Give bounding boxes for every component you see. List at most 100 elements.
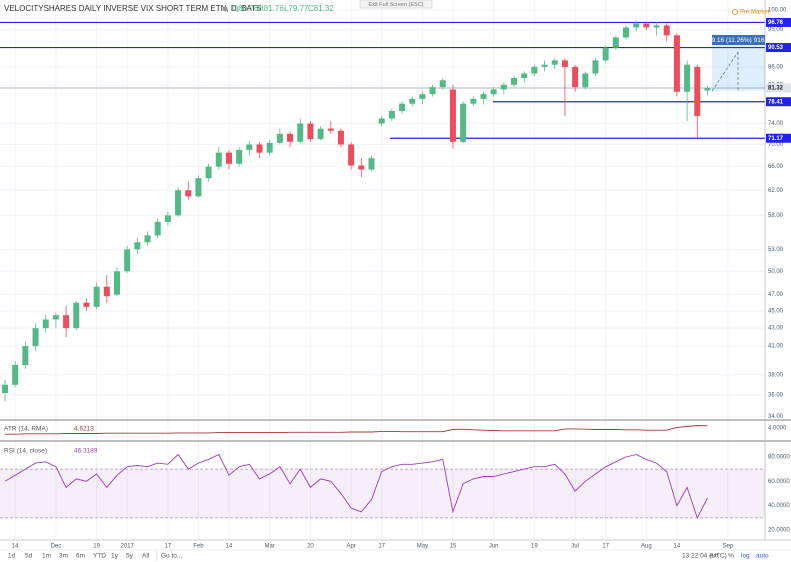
candle-body [612, 37, 619, 48]
range-button[interactable]: YTD [93, 553, 106, 560]
x-tick-label: 17 [165, 544, 172, 550]
candle-body [460, 103, 467, 142]
candle-body [225, 152, 232, 164]
candle-body [673, 35, 680, 92]
range-button[interactable]: 3m [59, 553, 68, 560]
candle-body [663, 25, 670, 36]
y-tick-label: 40.0000 [768, 503, 790, 509]
y-tick-label: 38.00 [768, 372, 784, 378]
range-button[interactable]: 5d [25, 553, 33, 560]
y-tick-label: 34.00 [768, 414, 784, 420]
plot-layer: 100.0095.0086.0082.0074.0070.0066.0062.0… [0, 0, 790, 550]
range-button[interactable]: All [142, 553, 150, 560]
candle-body [694, 66, 701, 116]
candle-body [164, 215, 171, 222]
y-tick-label: 58.00 [768, 213, 784, 219]
atr-last: 4.6213 [74, 426, 94, 433]
rsi-band [0, 469, 765, 518]
y-tick-label: 45.00 [768, 309, 784, 315]
toggle-button[interactable]: ext [710, 553, 719, 560]
x-tick-label: Sep [722, 544, 733, 550]
x-tick-label: 14 [12, 544, 19, 550]
rsi-last: 46.3189 [74, 448, 98, 455]
clock: 13:22:04 (UTC) [682, 553, 727, 560]
toggle-button[interactable]: % [728, 553, 734, 560]
rsi-title: RSI (14, close) [4, 448, 47, 455]
exit-fullscreen-label[interactable]: Exit Full Screen (ESC) [368, 2, 423, 8]
candle-body [185, 190, 192, 197]
toggle-button[interactable]: auto [756, 553, 769, 560]
candle-body [12, 364, 19, 385]
ohlc-low: L79.77 [284, 4, 309, 13]
price-label: 90.53 [768, 45, 784, 51]
range-button[interactable]: 1d [8, 553, 16, 560]
candle-body [511, 78, 518, 85]
candle-body [93, 286, 100, 307]
range-button[interactable]: 1y [111, 553, 119, 560]
candle-body [358, 165, 365, 170]
price-label-box [766, 133, 791, 143]
candle-body [22, 346, 29, 365]
candle-body [419, 94, 426, 99]
x-tick-label: 19 [531, 544, 538, 550]
y-tick-label: 95.00 [768, 27, 784, 33]
candle-body [602, 47, 609, 61]
ohlc-open: O80.76 [232, 4, 259, 13]
candle-body [73, 302, 80, 329]
x-tick-label: 20 [307, 544, 314, 550]
candle-body [429, 87, 436, 95]
measure-arrow [711, 51, 739, 92]
goto-button[interactable]: Go to... [161, 553, 183, 560]
x-tick-label: 17 [602, 544, 609, 550]
candle-body [256, 144, 263, 153]
candle-body [317, 128, 324, 140]
price-label: 71.17 [768, 136, 784, 142]
indicator-line [5, 425, 708, 435]
candle-body [623, 27, 630, 38]
toggle-button[interactable]: log [741, 553, 750, 560]
y-tick-label: 47.00 [768, 292, 784, 298]
exit-fullscreen-button[interactable] [359, 0, 433, 9]
x-tick-label: 15 [450, 544, 457, 550]
y-tick-label: 20.0000 [768, 528, 790, 534]
measure-label: 9.16 (11.26%) 916 [712, 37, 765, 44]
measure-box [712, 41, 765, 91]
range-button[interactable]: 5y [126, 553, 134, 560]
candle-body [378, 118, 385, 124]
candle-body [236, 149, 243, 164]
candle-body [388, 111, 395, 119]
x-tick-label: Dec [51, 544, 62, 550]
pre-market-icon [732, 9, 738, 15]
candle-body [704, 87, 711, 91]
candle-body [490, 89, 497, 95]
y-tick-label: 100.00 [768, 8, 787, 14]
candle-body [205, 166, 212, 179]
y-tick-label: 36.00 [768, 393, 784, 399]
candle-body [531, 66, 538, 74]
candle-body [449, 89, 456, 142]
candle-body [684, 64, 691, 92]
candle-body [195, 178, 202, 197]
y-tick-label: 80.0000 [768, 455, 790, 461]
y-tick-label: 60.0000 [768, 479, 790, 485]
x-tick-label: Apr [346, 544, 355, 550]
y-tick-label: 41.00 [768, 344, 784, 350]
candle-body [582, 73, 589, 88]
candle-body [42, 319, 49, 329]
x-tick-label: 14 [674, 544, 681, 550]
x-tick-label: Jun [489, 544, 499, 550]
range-button[interactable]: 1m [42, 553, 51, 560]
candle-body [470, 98, 477, 104]
price-label: 96.76 [768, 20, 784, 26]
ohlc-high: H81.76 [258, 4, 284, 13]
range-button[interactable]: 6m [76, 553, 85, 560]
y-tick-label: 43.00 [768, 326, 784, 332]
status-dot [222, 6, 228, 12]
y-tick-label: 86.00 [768, 64, 784, 70]
candle-body [2, 384, 8, 394]
price-label-box [766, 43, 791, 53]
